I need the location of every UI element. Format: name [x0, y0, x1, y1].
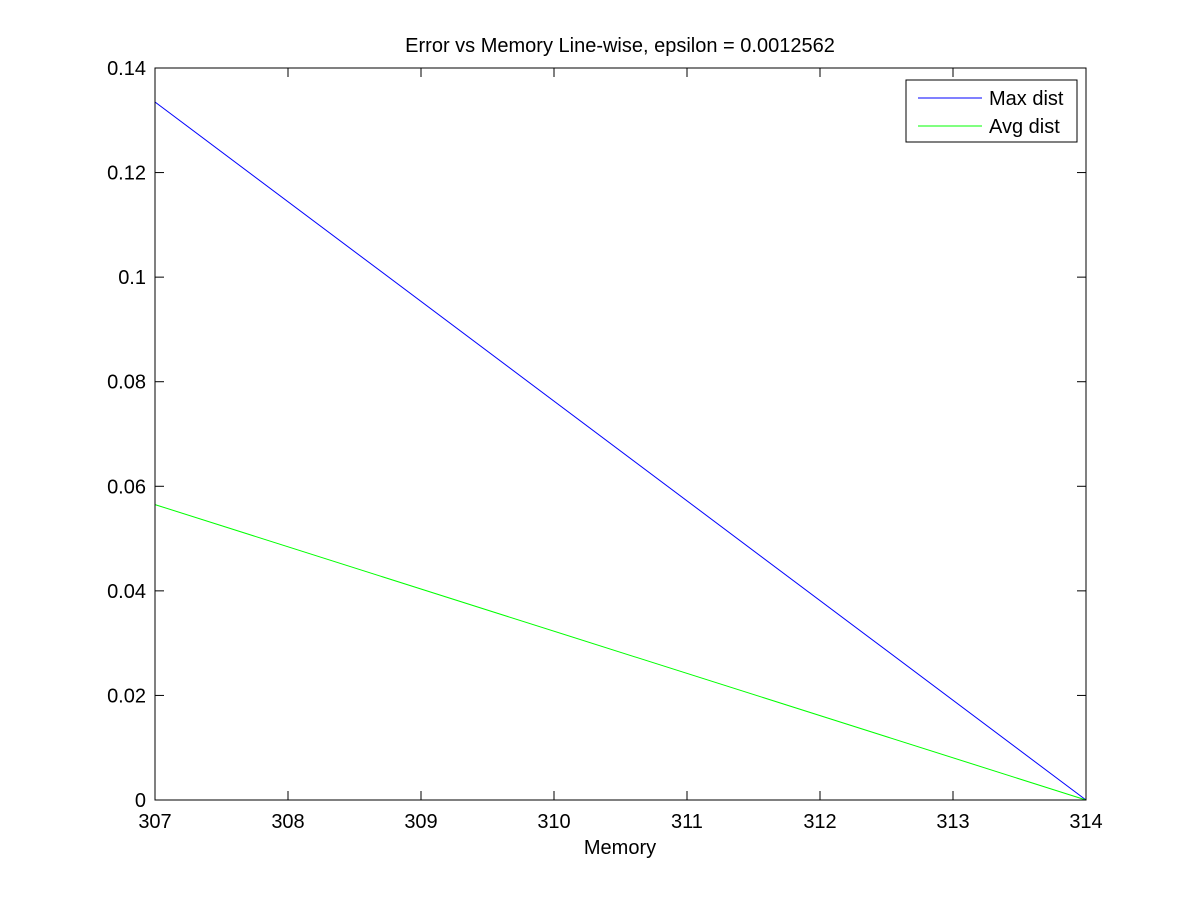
- series-lines: [154, 101, 1087, 801]
- legend-box: [905, 79, 1078, 143]
- y-tick-label: 0.1: [118, 267, 146, 289]
- x-tick-label: 308: [271, 811, 304, 833]
- x-tick-label: 312: [803, 811, 836, 833]
- series-line-avg-dist: [154, 504, 1087, 801]
- x-tick-labels: 307 308 309 310 311 312 313 314: [138, 811, 1102, 833]
- series-line-max-dist: [154, 101, 1087, 801]
- x-tick-label: 309: [404, 811, 437, 833]
- y-tick-labels: 0 0.02 0.04 0.06 0.08 0.1 0.12 0.14: [107, 58, 146, 812]
- x-tick-label: 307: [138, 811, 171, 833]
- y-tick-label: 0.04: [107, 581, 146, 603]
- legend-label-max-dist: Max dist: [989, 88, 1064, 110]
- chart-title: Error vs Memory Line-wise, epsilon = 0.0…: [405, 35, 835, 57]
- y-tick-label: 0.06: [107, 476, 146, 498]
- y-tick-label: 0.14: [107, 58, 146, 80]
- x-axis-label: Memory: [584, 837, 656, 859]
- y-tick-label: 0.02: [107, 685, 146, 707]
- y-tick-label: 0.12: [107, 163, 146, 185]
- legend-entries: Max dist Avg dist: [918, 88, 1064, 138]
- plot-area: [155, 68, 1086, 800]
- legend: Max dist Avg dist: [905, 79, 1078, 143]
- x-tick-label: 314: [1069, 811, 1102, 833]
- y-tick-label: 0.08: [107, 372, 146, 394]
- x-tick-label: 310: [537, 811, 570, 833]
- legend-label-avg-dist: Avg dist: [989, 116, 1060, 138]
- x-tick-label: 313: [936, 811, 969, 833]
- y-tick-label: 0: [135, 790, 146, 812]
- axes-box: [154, 67, 1087, 801]
- x-tick-label: 311: [671, 811, 703, 833]
